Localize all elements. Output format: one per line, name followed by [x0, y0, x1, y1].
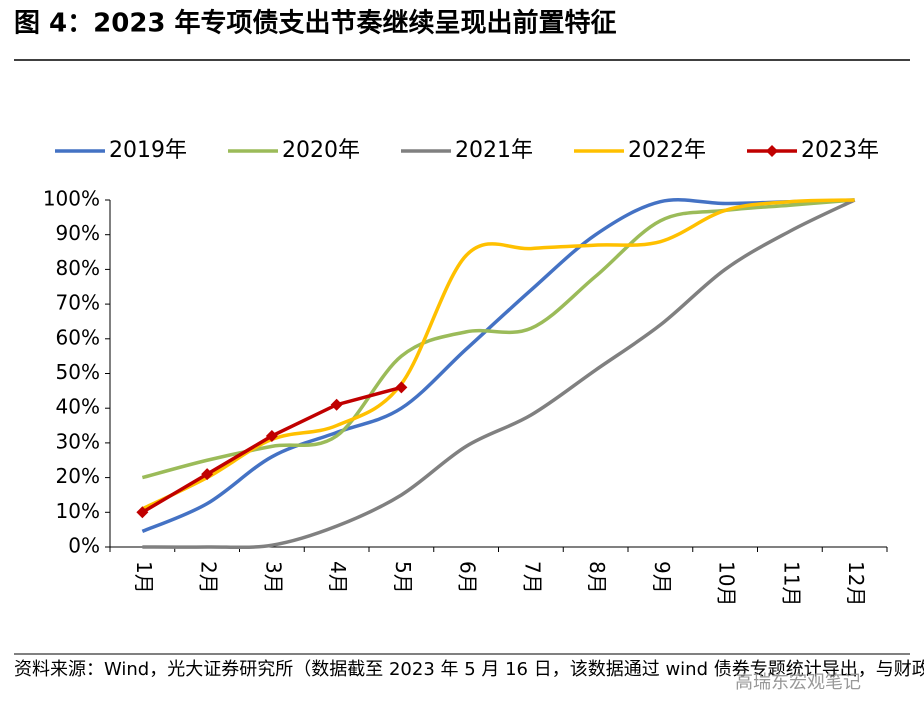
y-tick-label: 80%: [56, 256, 100, 280]
point-marker: [201, 468, 214, 481]
x-tick-label: 9月: [650, 561, 674, 594]
chart-title: 图 4：2023 年专项债支出节奏继续呈现出前置特征: [14, 8, 617, 39]
series-line: [142, 198, 856, 550]
x-tick-label: 6月: [456, 561, 480, 594]
y-tick-label: 30%: [56, 429, 100, 453]
legend-label: 2019年: [109, 138, 187, 163]
x-tick-label: 3月: [261, 561, 285, 594]
point-marker: [265, 429, 278, 442]
series-line: [141, 198, 855, 511]
legend-marker: [766, 145, 778, 157]
watermark: 高瑞东宏观笔记: [735, 672, 861, 693]
series-line: [141, 198, 855, 533]
x-tick-label: 5月: [391, 561, 415, 594]
legend-label: 2023年: [801, 138, 879, 163]
point-marker: [395, 381, 408, 394]
x-tick-label: 11月: [779, 561, 803, 606]
x-tick-label: 12月: [844, 561, 868, 606]
series-line: [141, 198, 855, 480]
point-marker: [330, 398, 343, 411]
y-tick-label: 60%: [56, 325, 100, 349]
y-tick-label: 70%: [56, 291, 100, 315]
x-tick-label: 1月: [132, 561, 156, 594]
y-tick-label: 10%: [56, 499, 100, 523]
legend-label: 2021年: [455, 138, 533, 163]
y-tick-label: 50%: [56, 360, 100, 384]
source-note: 资料来源：Wind，光大证券研究所（数据截至 2023 年 5 月 16 日，该…: [14, 659, 924, 680]
y-tick-label: 100%: [43, 187, 100, 211]
x-tick-label: 4月: [326, 561, 350, 594]
x-tick-label: 10月: [715, 561, 739, 606]
y-tick-label: 20%: [56, 464, 100, 488]
y-tick-label: 90%: [56, 221, 100, 245]
y-tick-label: 40%: [56, 395, 100, 419]
x-tick-label: 8月: [585, 561, 609, 594]
y-tick-label: 0%: [68, 534, 100, 558]
point-marker: [136, 506, 149, 519]
legend-label: 2022年: [628, 138, 706, 163]
legend-label: 2020年: [282, 138, 360, 163]
x-tick-label: 7月: [520, 561, 544, 594]
x-tick-label: 2月: [197, 561, 221, 594]
